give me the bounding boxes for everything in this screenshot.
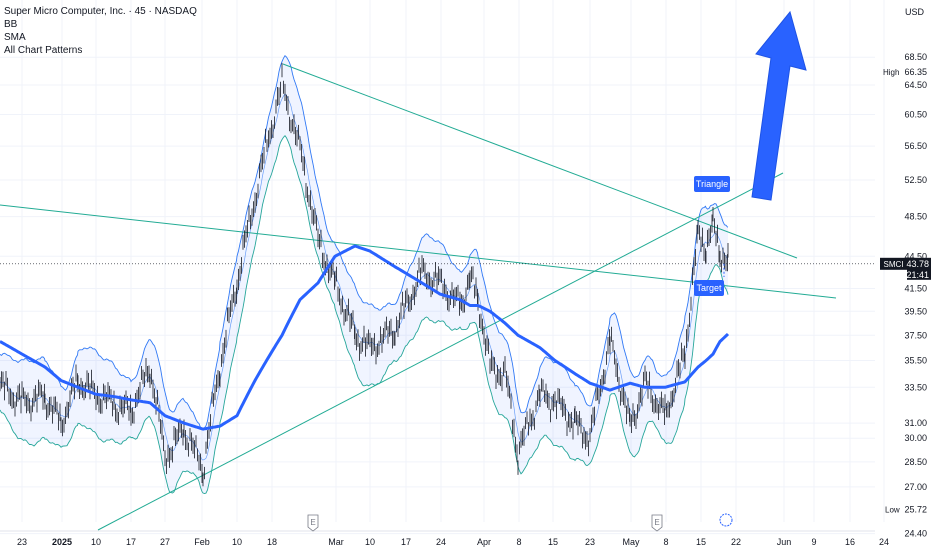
- event-icon[interactable]: [719, 513, 733, 527]
- price-tick-label: 52.50: [904, 175, 927, 185]
- countdown-value: 21:41: [906, 270, 929, 280]
- price-tick-label: 44.50: [904, 251, 927, 261]
- time-tick-label: 10: [232, 537, 242, 547]
- overlays: Triangle Target E E: [0, 176, 875, 532]
- price-tick-label: 30.00: [904, 433, 927, 443]
- time-tick-label: 8: [663, 537, 668, 547]
- target-label: Target: [694, 280, 724, 296]
- earnings-marker[interactable]: E: [651, 514, 663, 532]
- high-label: High: [883, 68, 899, 77]
- triangle-label: Triangle: [694, 176, 730, 192]
- price-tick-label: 48.50: [904, 212, 927, 222]
- time-tick-label: May: [622, 537, 640, 547]
- earnings-marker-text: E: [310, 518, 315, 527]
- time-tick-label: 24: [436, 537, 446, 547]
- target-label-text: Target: [696, 283, 722, 293]
- time-tick-label: 27: [160, 537, 170, 547]
- price-tick-label: 39.50: [904, 306, 927, 316]
- time-tick-label: 17: [126, 537, 136, 547]
- projection-arrow-shape[interactable]: [751, 10, 807, 201]
- time-tick-label: 18: [267, 537, 277, 547]
- price-tick-label: 28.50: [904, 457, 927, 467]
- projection-arrow[interactable]: [751, 10, 807, 201]
- time-tick-label: 9: [811, 537, 816, 547]
- price-tick-label: 37.50: [904, 330, 927, 340]
- symbol-title[interactable]: Super Micro Computer, Inc. · 45 · NASDAQ: [4, 6, 197, 17]
- time-tick-label: 23: [585, 537, 595, 547]
- time-tick-label: 22: [731, 537, 741, 547]
- time-tick-label: Feb: [194, 537, 210, 547]
- time-tick-label: Mar: [328, 537, 344, 547]
- time-tick-label: 15: [696, 537, 706, 547]
- target-label-bg: [694, 280, 724, 296]
- price-tick-label: 64.50: [904, 80, 927, 90]
- high-value: 66.35: [904, 67, 927, 77]
- earnings-marker[interactable]: E: [307, 514, 319, 532]
- triangle-label-text: Triangle: [696, 179, 728, 189]
- time-tick-label: 16: [845, 537, 855, 547]
- price-tick-label: 56.50: [904, 141, 927, 151]
- time-tick-label: 23: [17, 537, 27, 547]
- time-tick-label: 24: [879, 537, 889, 547]
- price-tick-label: 27.00: [904, 482, 927, 492]
- axes: 68.50 64.50 60.50 56.50 52.50 48.50 44.50 41.50…: [0, 7, 931, 547]
- triangle-label-bg: [694, 176, 730, 192]
- price-series: [0, 62, 729, 487]
- price-tick-label: 41.50: [904, 283, 927, 293]
- price-tick-label: 31.00: [904, 418, 927, 428]
- price-tick-label: 24.40: [904, 529, 927, 539]
- sma-series: [0, 244, 730, 431]
- earnings-marker-shape: [651, 514, 663, 532]
- price-tick-label: 68.50: [904, 52, 927, 62]
- price-tick-label: 60.50: [904, 110, 927, 120]
- bb-lower-line: [0, 134, 729, 494]
- indicator-patterns[interactable]: All Chart Patterns: [4, 45, 83, 56]
- triangle-upper-line: [282, 63, 798, 259]
- currency-label: USD: [905, 7, 925, 17]
- indicator-bb[interactable]: BB: [4, 19, 18, 30]
- symbol-badge-bg: [880, 257, 907, 270]
- price-tick-label: 35.50: [904, 356, 927, 366]
- time-tick-label: 2025: [52, 537, 72, 547]
- triangle-lower-line: [97, 172, 784, 531]
- time-tick-label: 15: [548, 537, 558, 547]
- time-tick-label: 10: [91, 537, 101, 547]
- grid: [0, 0, 885, 535]
- low-value: 25.72: [904, 504, 927, 514]
- chart-legend: Super Micro Computer, Inc. · 45 · NASDAQ…: [4, 5, 197, 57]
- time-tick-label: 17: [401, 537, 411, 547]
- earnings-marker-shape: [307, 514, 319, 532]
- bb-upper-line: [0, 55, 729, 431]
- last-price-badge-bg: [907, 257, 931, 280]
- indicator-sma[interactable]: SMA: [4, 32, 26, 43]
- sma-line: [0, 244, 730, 431]
- symbol-badge: SMCI: [884, 260, 904, 269]
- time-tick-label: 8: [516, 537, 521, 547]
- earnings-marker-text: E: [654, 518, 659, 527]
- time-tick-label: 10: [365, 537, 375, 547]
- last-price-value: 43.78: [906, 259, 929, 269]
- time-tick-label: Jun: [777, 537, 792, 547]
- low-label: Low: [885, 505, 900, 514]
- time-tick-label: Apr: [477, 537, 491, 547]
- price-tick-label: 33.50: [904, 382, 927, 392]
